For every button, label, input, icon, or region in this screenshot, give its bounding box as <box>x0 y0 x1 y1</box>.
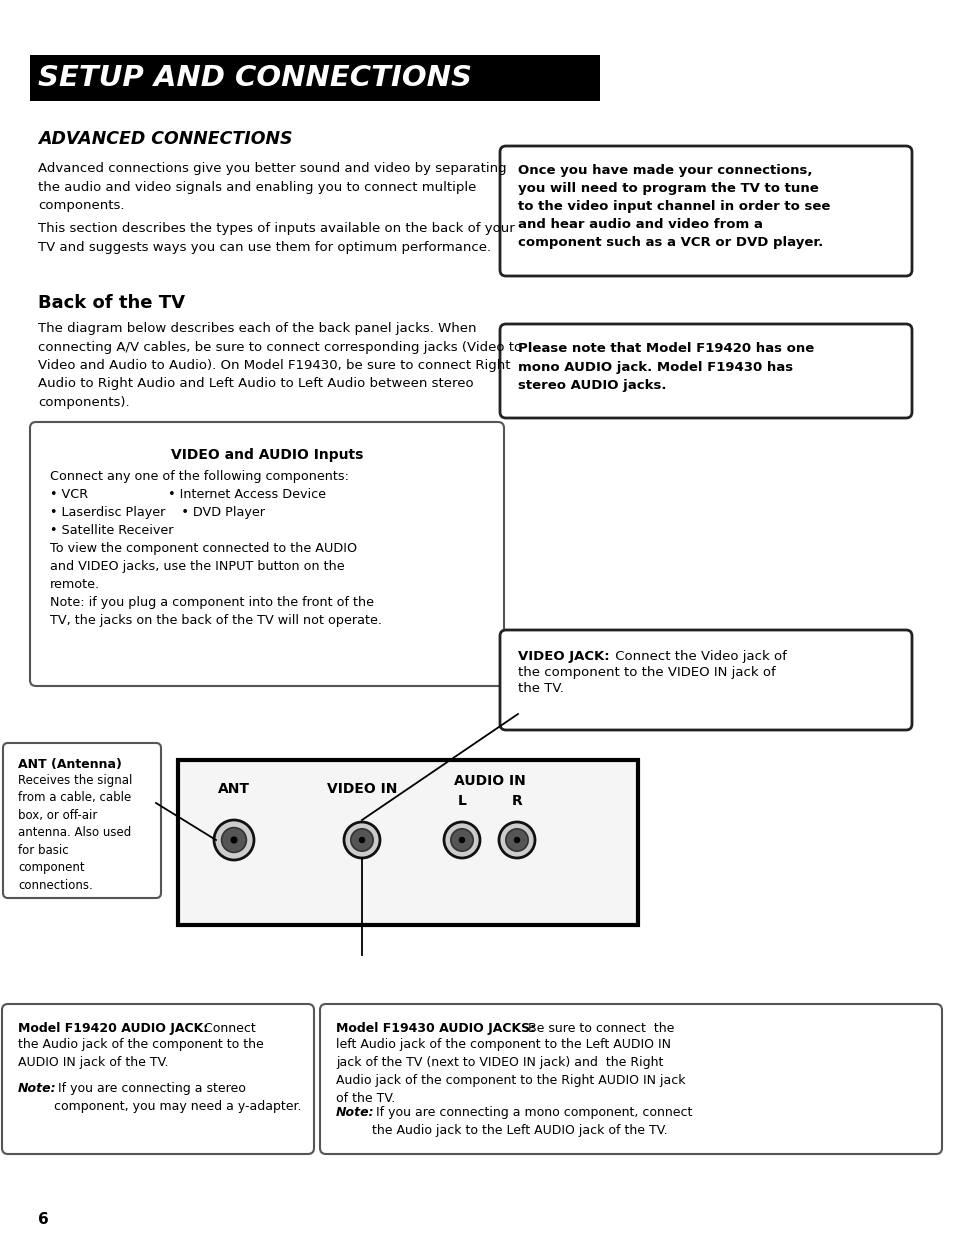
Text: the Audio jack of the component to the
AUDIO IN jack of the TV.: the Audio jack of the component to the A… <box>18 1037 263 1070</box>
FancyBboxPatch shape <box>30 422 503 685</box>
Text: If you are connecting a mono component, connect
the Audio jack to the Left AUDIO: If you are connecting a mono component, … <box>372 1107 692 1137</box>
Circle shape <box>514 837 519 844</box>
FancyBboxPatch shape <box>499 146 911 275</box>
FancyBboxPatch shape <box>499 630 911 730</box>
Text: Note:: Note: <box>335 1107 375 1119</box>
FancyBboxPatch shape <box>319 1004 941 1153</box>
Circle shape <box>498 823 535 858</box>
Text: This section describes the types of inputs available on the back of your
TV and : This section describes the types of inpu… <box>38 222 515 253</box>
Text: left Audio jack of the component to the Left AUDIO IN
jack of the TV (next to VI: left Audio jack of the component to the … <box>335 1037 685 1105</box>
Text: The diagram below describes each of the back panel jacks. When
connecting A/V ca: The diagram below describes each of the … <box>38 322 521 409</box>
FancyBboxPatch shape <box>499 324 911 417</box>
Text: Connect: Connect <box>200 1023 255 1035</box>
Circle shape <box>351 829 373 851</box>
Text: Advanced connections give you better sound and video by separating
the audio and: Advanced connections give you better sou… <box>38 162 506 212</box>
Text: If you are connecting a stereo
component, you may need a y-adapter.: If you are connecting a stereo component… <box>54 1082 301 1113</box>
Text: Connect any one of the following components:
• VCR                    • Internet: Connect any one of the following compone… <box>50 471 381 627</box>
Text: SETUP AND CONNECTIONS: SETUP AND CONNECTIONS <box>38 64 472 91</box>
Circle shape <box>451 829 473 851</box>
Circle shape <box>231 836 237 844</box>
Text: the TV.: the TV. <box>517 682 563 695</box>
Text: ADVANCED CONNECTIONS: ADVANCED CONNECTIONS <box>38 130 293 148</box>
Circle shape <box>221 827 246 852</box>
Circle shape <box>505 829 528 851</box>
FancyBboxPatch shape <box>2 1004 314 1153</box>
Text: Model F19420 AUDIO JACK:: Model F19420 AUDIO JACK: <box>18 1023 208 1035</box>
Text: Receives the signal
from a cable, cable
box, or off-air
antenna. Also used
for b: Receives the signal from a cable, cable … <box>18 774 132 892</box>
Text: Be sure to connect  the: Be sure to connect the <box>523 1023 674 1035</box>
FancyBboxPatch shape <box>178 760 638 925</box>
Text: Back of the TV: Back of the TV <box>38 294 185 312</box>
Text: Model F19430 AUDIO JACKS:: Model F19430 AUDIO JACKS: <box>335 1023 535 1035</box>
Circle shape <box>458 837 465 844</box>
Text: VIDEO JACK:: VIDEO JACK: <box>517 650 609 663</box>
FancyBboxPatch shape <box>3 743 161 898</box>
Text: ANT: ANT <box>218 782 250 797</box>
Text: L: L <box>457 794 466 808</box>
Text: VIDEO IN: VIDEO IN <box>327 782 396 797</box>
Text: Connect the Video jack of: Connect the Video jack of <box>610 650 786 663</box>
Circle shape <box>344 823 379 858</box>
Circle shape <box>443 823 479 858</box>
Circle shape <box>213 820 253 860</box>
Text: ANT (Antenna): ANT (Antenna) <box>18 758 122 771</box>
Text: Please note that Model F19420 has one
mono AUDIO jack. Model F19430 has
stereo A: Please note that Model F19420 has one mo… <box>517 342 814 391</box>
Circle shape <box>358 837 365 844</box>
Text: Note:: Note: <box>18 1082 56 1095</box>
Text: the component to the VIDEO IN jack of: the component to the VIDEO IN jack of <box>517 666 775 679</box>
Text: AUDIO IN: AUDIO IN <box>453 774 525 788</box>
Text: R: R <box>511 794 522 808</box>
Text: 6: 6 <box>38 1212 49 1228</box>
Text: Once you have made your connections,
you will need to program the TV to tune
to : Once you have made your connections, you… <box>517 164 829 249</box>
FancyBboxPatch shape <box>30 56 599 101</box>
Text: VIDEO and AUDIO Inputs: VIDEO and AUDIO Inputs <box>171 448 363 462</box>
